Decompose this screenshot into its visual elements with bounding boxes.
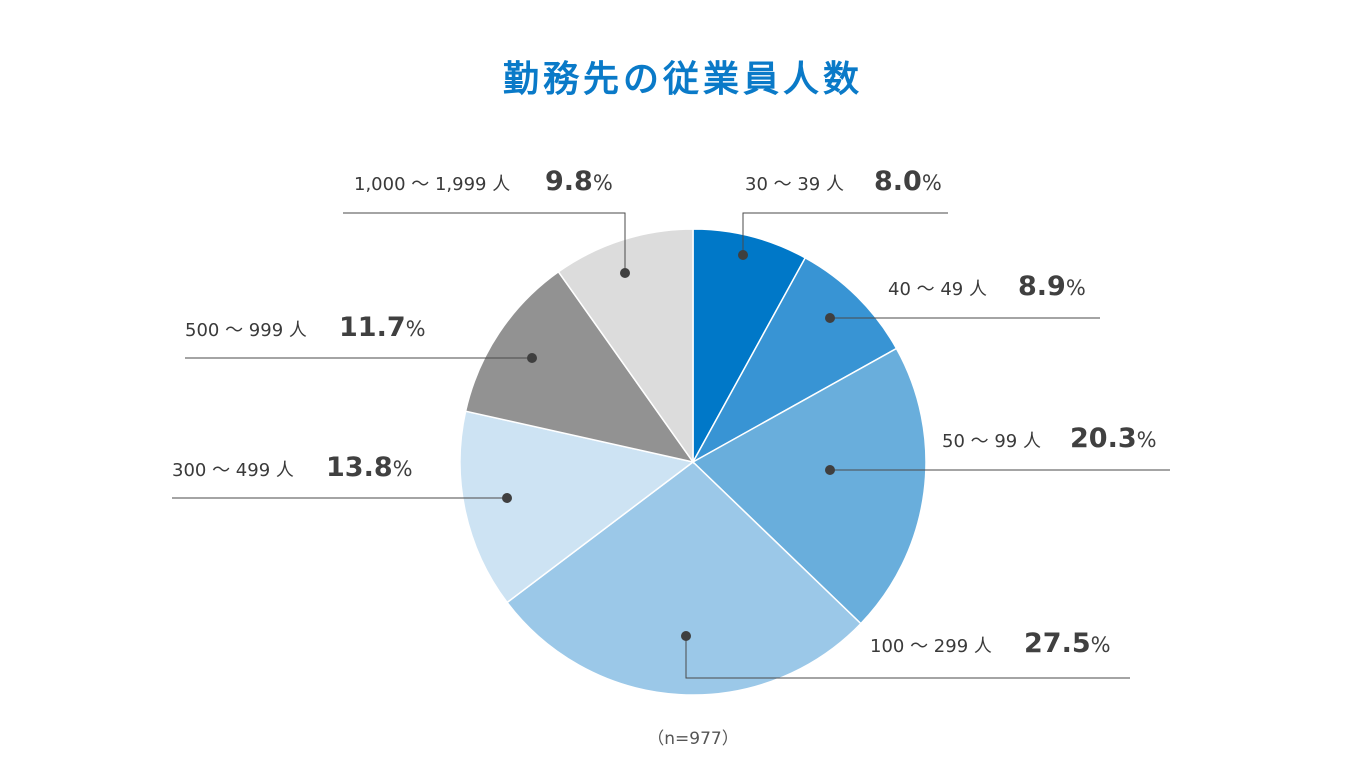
pie-slice	[459, 410, 695, 604]
slice-value-label: 8.9%	[1018, 271, 1086, 302]
slice-value-label: 27.5%	[1024, 628, 1111, 659]
slice-value-label: 11.7%	[339, 312, 426, 343]
slice-value-label: 8.0%	[874, 166, 942, 197]
pie-slice	[464, 270, 695, 464]
percent-unit: %	[1137, 428, 1157, 452]
pie-slice	[691, 347, 927, 625]
callout-dot	[502, 493, 512, 503]
chart-title: 勤務先の従業員人数	[502, 59, 863, 100]
leader-line	[685, 636, 1130, 679]
percent-unit: %	[1091, 633, 1111, 657]
slice-category-label: 500 ～ 999 人	[185, 320, 307, 341]
callout-dot	[681, 631, 691, 641]
slice-category-label: 300 ～ 499 人	[172, 460, 294, 481]
pie-slice	[692, 228, 807, 463]
percent-unit: %	[1066, 276, 1086, 300]
percent-unit: %	[593, 171, 613, 195]
slice-category-label: 100 ～ 299 人	[870, 636, 992, 657]
callout-dot	[620, 268, 630, 278]
slice-value-label: 20.3%	[1070, 423, 1157, 454]
callout-dot	[527, 353, 537, 363]
slice-value-label: 13.8%	[326, 452, 413, 483]
callout-dot	[825, 465, 835, 475]
percent-unit: %	[922, 171, 942, 195]
pie-slice	[557, 228, 694, 465]
percent-unit: %	[406, 317, 426, 341]
sample-size-note: （n=977）	[647, 729, 739, 749]
leader-line	[742, 212, 948, 255]
slice-value-label: 9.8%	[545, 166, 613, 197]
slice-category-label: 40 ～ 49 人	[888, 279, 987, 300]
pie-slice	[691, 256, 898, 464]
percent-unit: %	[393, 457, 413, 481]
callout-dot	[738, 250, 748, 260]
pie-slice	[506, 461, 862, 696]
slice-category-label: 50 ～ 99 人	[942, 431, 1041, 452]
leader-line	[343, 212, 626, 273]
callout-dot	[825, 313, 835, 323]
slice-category-label: 1,000 ～ 1,999 人	[354, 174, 510, 195]
slice-category-label: 30 ～ 39 人	[745, 174, 844, 195]
